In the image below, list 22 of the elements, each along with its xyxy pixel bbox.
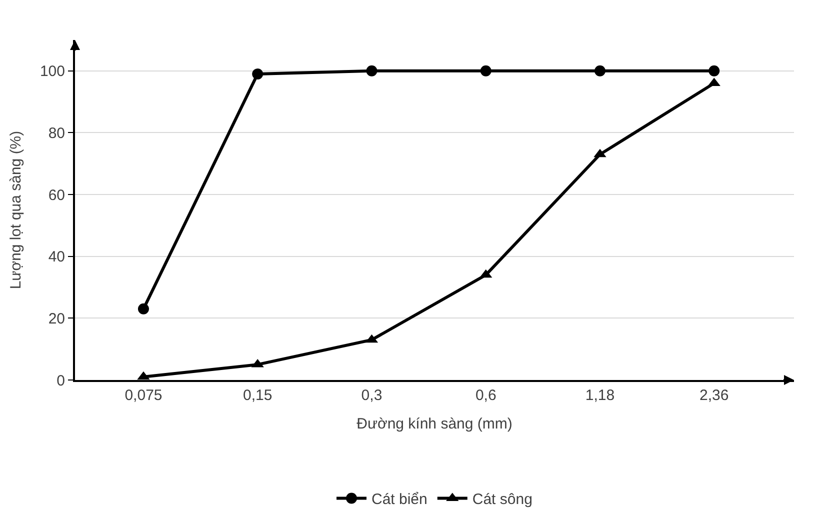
y-tick-label: 20 xyxy=(48,310,65,328)
point xyxy=(366,65,378,76)
legend-label: Cát sông xyxy=(472,491,532,508)
point xyxy=(594,65,606,76)
point xyxy=(480,65,492,76)
point xyxy=(708,65,720,76)
x-axis-title: Đường kính sàng (mm) xyxy=(356,416,512,432)
y-tick-label: 0 xyxy=(56,372,65,390)
x-tick-label: 1,18 xyxy=(585,387,615,404)
x-tick-label: 0,3 xyxy=(361,387,382,404)
y-tick-label: 80 xyxy=(48,124,65,142)
x-tick-label: 0,6 xyxy=(475,387,496,404)
x-tick-label: 0,075 xyxy=(124,387,162,404)
point xyxy=(252,68,264,80)
y-axis-title: Lượng lọt qua sàng (%) xyxy=(8,130,25,290)
x-tick-label: 0,15 xyxy=(243,387,272,404)
y-tick-label: 40 xyxy=(48,248,65,266)
x-tick-label: 2,36 xyxy=(700,387,729,404)
point xyxy=(138,303,149,314)
y-tick-label: 100 xyxy=(40,63,65,80)
legend-label: Cát biển xyxy=(372,491,428,508)
y-tick-label: 60 xyxy=(48,186,65,204)
